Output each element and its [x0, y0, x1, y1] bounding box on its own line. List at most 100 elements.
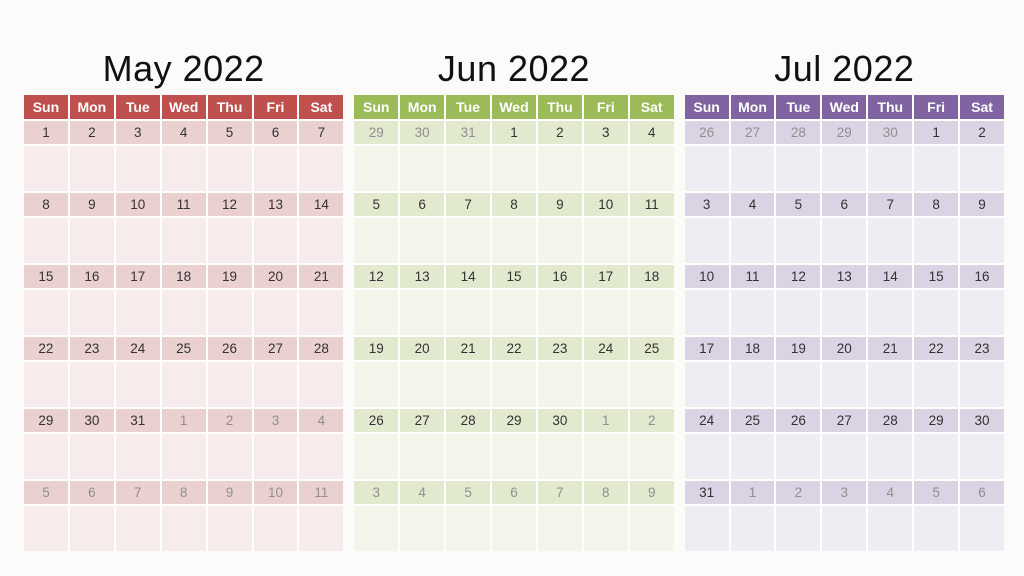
- date-cell-jul-2022-w2-6: 6: [822, 193, 867, 216]
- date-cell-may-2022-w1-3: 3: [115, 121, 160, 144]
- date-cell-jul-2022-w1-1: 1: [914, 121, 959, 144]
- weekday-header-tue: Tue: [446, 95, 491, 119]
- date-cell-jun-2022-w2-10: 10: [583, 193, 628, 216]
- empty-cell: [868, 362, 913, 407]
- empty-cell: [115, 362, 160, 407]
- weekday-header-sun: Sun: [684, 95, 729, 119]
- date-cell-may-2022-w6-8-othermonth: 8: [161, 481, 206, 504]
- date-cell-jul-2022-w6-3-othermonth: 3: [822, 481, 867, 504]
- empty-cell: [960, 506, 1004, 551]
- date-cell-jun-2022-w5-28: 28: [446, 409, 491, 432]
- weekday-header-wed: Wed: [822, 95, 867, 119]
- date-cell-jun-2022-w2-11: 11: [629, 193, 674, 216]
- empty-cell: [446, 146, 491, 191]
- date-cell-may-2022-w5-4-othermonth: 4: [299, 409, 344, 432]
- empty-cell: [354, 362, 399, 407]
- date-cell-may-2022-w6-10-othermonth: 10: [253, 481, 298, 504]
- empty-cell: [629, 362, 674, 407]
- empty-cell: [161, 434, 206, 479]
- empty-cell: [24, 146, 68, 191]
- empty-cell: [69, 434, 114, 479]
- date-cell-jul-2022-w3-10: 10: [684, 265, 729, 288]
- weekday-header-fri: Fri: [253, 95, 298, 119]
- empty-cell: [446, 290, 491, 335]
- empty-cell: [822, 506, 867, 551]
- date-cell-jul-2022-w1-28-othermonth: 28: [776, 121, 821, 144]
- empty-cell: [115, 506, 160, 551]
- date-cell-may-2022-w2-8: 8: [24, 193, 68, 216]
- empty-cell: [115, 146, 160, 191]
- empty-cell: [207, 506, 252, 551]
- empty-cell: [253, 218, 298, 263]
- date-cell-may-2022-w2-9: 9: [69, 193, 114, 216]
- empty-cell: [868, 434, 913, 479]
- date-cell-may-2022-w5-29: 29: [24, 409, 68, 432]
- date-cell-jul-2022-w3-12: 12: [776, 265, 821, 288]
- empty-cell: [730, 146, 775, 191]
- empty-cell: [161, 218, 206, 263]
- empty-cell: [868, 146, 913, 191]
- empty-cell: [684, 290, 729, 335]
- empty-cell: [960, 218, 1004, 263]
- empty-cell: [868, 506, 913, 551]
- empty-cell: [960, 146, 1004, 191]
- date-cell-jun-2022-w5-2-othermonth: 2: [629, 409, 674, 432]
- empty-cell: [400, 506, 445, 551]
- empty-cell: [253, 506, 298, 551]
- empty-cell: [492, 146, 536, 191]
- date-cell-jul-2022-w1-27-othermonth: 27: [730, 121, 775, 144]
- date-cell-jul-2022-w6-5-othermonth: 5: [914, 481, 959, 504]
- empty-cell: [400, 146, 445, 191]
- empty-cell: [354, 218, 399, 263]
- date-cell-jun-2022-w3-13: 13: [400, 265, 445, 288]
- empty-cell: [492, 290, 536, 335]
- empty-cell: [730, 506, 775, 551]
- date-cell-jun-2022-w3-14: 14: [446, 265, 491, 288]
- date-cell-jul-2022-w6-6-othermonth: 6: [960, 481, 1004, 504]
- date-cell-may-2022-w2-12: 12: [207, 193, 252, 216]
- empty-cell: [914, 290, 959, 335]
- weekday-header-thu: Thu: [207, 95, 252, 119]
- empty-cell: [537, 506, 582, 551]
- date-cell-jun-2022-w4-21: 21: [446, 337, 491, 360]
- empty-cell: [684, 362, 729, 407]
- empty-cell: [299, 506, 344, 551]
- date-cell-may-2022-w5-30: 30: [69, 409, 114, 432]
- date-cell-jun-2022-w6-7-othermonth: 7: [537, 481, 582, 504]
- date-cell-jul-2022-w6-4-othermonth: 4: [868, 481, 913, 504]
- empty-cell: [730, 434, 775, 479]
- date-cell-jul-2022-w4-20: 20: [822, 337, 867, 360]
- date-cell-may-2022-w3-20: 20: [253, 265, 298, 288]
- empty-cell: [299, 434, 344, 479]
- empty-cell: [776, 146, 821, 191]
- date-cell-may-2022-w1-4: 4: [161, 121, 206, 144]
- empty-cell: [492, 362, 536, 407]
- empty-cell: [253, 362, 298, 407]
- empty-cell: [914, 506, 959, 551]
- date-cell-jun-2022-w3-18: 18: [629, 265, 674, 288]
- date-cell-jun-2022-w5-29: 29: [492, 409, 536, 432]
- weekday-header-tue: Tue: [115, 95, 160, 119]
- date-cell-jun-2022-w2-8: 8: [492, 193, 536, 216]
- empty-cell: [24, 506, 68, 551]
- empty-cell: [960, 290, 1004, 335]
- date-cell-jul-2022-w4-23: 23: [960, 337, 1004, 360]
- date-cell-jul-2022-w5-29: 29: [914, 409, 959, 432]
- empty-cell: [492, 506, 536, 551]
- empty-cell: [629, 290, 674, 335]
- weekday-header-sat: Sat: [960, 95, 1004, 119]
- date-cell-may-2022-w6-9-othermonth: 9: [207, 481, 252, 504]
- empty-cell: [629, 146, 674, 191]
- date-cell-jul-2022-w6-31: 31: [684, 481, 729, 504]
- weekday-header-mon: Mon: [69, 95, 114, 119]
- empty-cell: [537, 362, 582, 407]
- empty-cell: [69, 146, 114, 191]
- empty-cell: [161, 506, 206, 551]
- date-cell-jul-2022-w4-22: 22: [914, 337, 959, 360]
- empty-cell: [629, 218, 674, 263]
- empty-cell: [400, 218, 445, 263]
- date-cell-jul-2022-w4-18: 18: [730, 337, 775, 360]
- empty-cell: [822, 362, 867, 407]
- calendar-title-jun-2022: Jun 2022: [437, 47, 591, 89]
